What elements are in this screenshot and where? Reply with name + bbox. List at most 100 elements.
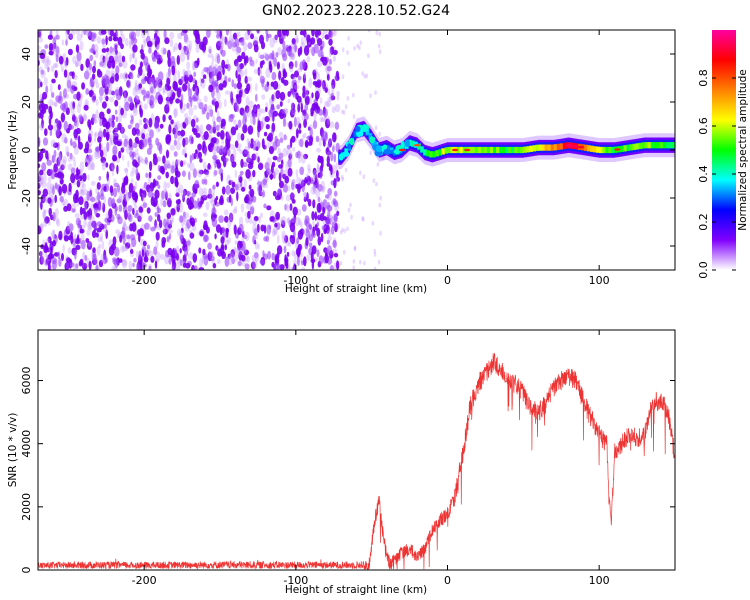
noise-blob (38, 190, 41, 196)
noise-blob (340, 174, 344, 180)
noise-blob (282, 118, 287, 127)
noise-blob (274, 135, 278, 144)
noise-blob (363, 260, 366, 266)
noise-blob (332, 144, 336, 151)
track-core-segment (647, 142, 652, 149)
noise-blob (250, 138, 254, 143)
noise-blob (210, 137, 215, 148)
noise-blob (191, 193, 195, 203)
noise-blob (261, 78, 265, 88)
noise-blob (126, 79, 131, 89)
track-core-segment (511, 146, 515, 154)
noise-blob (184, 112, 189, 119)
noise-blob (76, 103, 81, 114)
noise-blob (95, 146, 100, 153)
noise-blob (281, 109, 286, 114)
noise-blob (85, 68, 89, 78)
noise-blob (166, 212, 172, 220)
noise-blob (156, 77, 161, 83)
noise-blob (184, 74, 189, 85)
noise-blob (65, 260, 69, 270)
y-tick-label: -20 (20, 189, 33, 207)
noise-blob (102, 254, 108, 265)
noise-blob (238, 216, 244, 227)
noise-blob (169, 219, 173, 228)
noise-blob (61, 252, 64, 262)
track-core-segment (480, 146, 485, 154)
noise-blob (250, 142, 254, 149)
noise-blob (323, 108, 328, 118)
track-core-segment (411, 140, 415, 147)
noise-blob (109, 136, 113, 147)
noise-blob (76, 91, 81, 101)
noise-blob (154, 260, 158, 269)
noise-blob (43, 220, 48, 228)
track-core-segment (641, 142, 646, 149)
noise-blob (131, 152, 135, 161)
noise-blob (200, 78, 205, 84)
noise-blob (239, 63, 244, 70)
noise-blob (333, 262, 337, 270)
noise-blob (67, 48, 73, 56)
noise-blob (246, 83, 251, 92)
noise-blob (100, 193, 105, 201)
noise-blob (212, 203, 215, 214)
noise-blob (172, 75, 177, 83)
noise-blob (258, 51, 261, 59)
noise-blob (115, 247, 119, 252)
noise-blob (134, 57, 138, 65)
track-peak (565, 144, 572, 147)
noise-blob (91, 43, 96, 55)
noise-blob (172, 46, 176, 53)
noise-blob (146, 244, 150, 249)
noise-blob (100, 156, 107, 164)
noise-blob (287, 167, 293, 177)
noise-blob (85, 58, 90, 69)
noise-blob (254, 93, 258, 102)
noise-blob (296, 256, 300, 267)
noise-blob (379, 230, 382, 236)
noise-blob (38, 36, 43, 43)
noise-blob (52, 101, 57, 107)
noise-blob (199, 124, 204, 134)
noise-blob (182, 83, 188, 92)
noise-blob (181, 170, 186, 177)
noise-blob (206, 112, 210, 120)
noise-blob (307, 163, 311, 171)
noise-blob (304, 95, 310, 106)
noise-blob (123, 167, 129, 173)
noise-blob (86, 229, 91, 236)
noise-blob (283, 183, 289, 193)
noise-blob (286, 144, 291, 150)
noise-blob (189, 217, 193, 224)
noise-blob (55, 54, 59, 63)
noise-blob (195, 117, 199, 123)
noise-blob (241, 235, 245, 243)
noise-blob (316, 164, 320, 173)
noise-blob (141, 133, 146, 140)
noise-blob (231, 181, 236, 188)
noise-blob (291, 199, 296, 204)
noise-blob (91, 113, 96, 122)
noise-blob (54, 102, 58, 108)
noise-blob (247, 125, 254, 135)
noise-blob (274, 34, 278, 41)
noise-blob (109, 162, 115, 172)
noise-blob (78, 237, 82, 245)
noise-blob (208, 48, 212, 54)
noise-blob (83, 218, 87, 228)
noise-blob (246, 255, 251, 263)
noise-blob (147, 188, 153, 198)
track-core-segment (526, 146, 530, 153)
noise-blob (150, 255, 155, 263)
noise-blob (149, 77, 155, 85)
noise-blob (95, 196, 100, 205)
noise-blob (176, 87, 182, 98)
noise-blob (207, 162, 211, 170)
noise-blob (278, 155, 283, 161)
noise-blob (70, 173, 76, 184)
noise-blob (280, 218, 284, 224)
noise-blob (256, 30, 260, 34)
noise-blob (212, 155, 218, 160)
noise-blob (125, 144, 131, 155)
